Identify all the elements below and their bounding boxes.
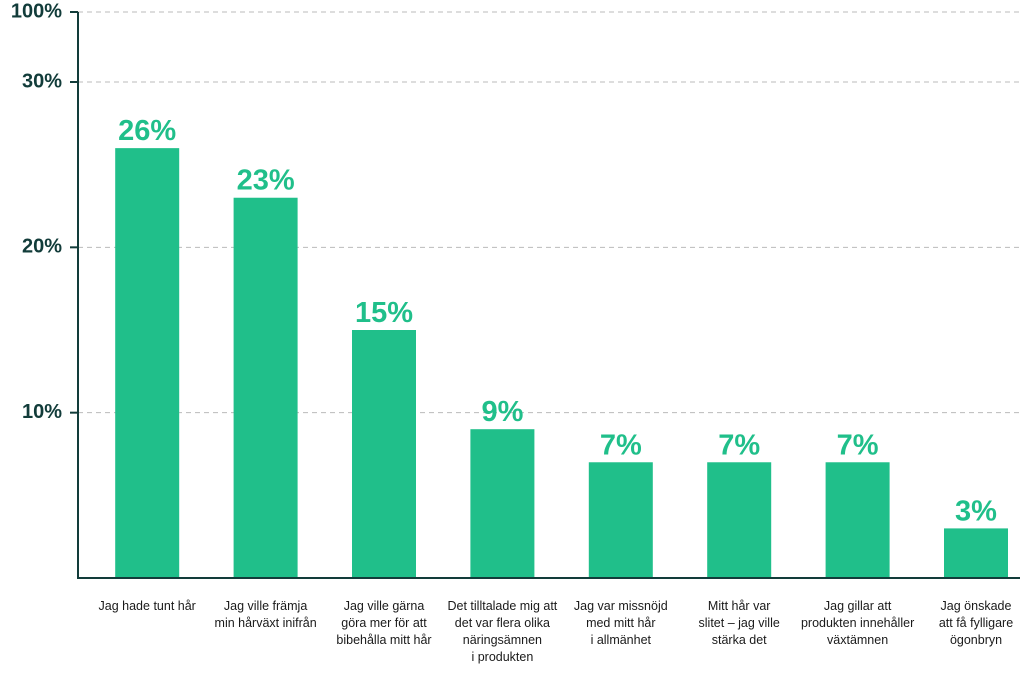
value-label: 9% — [481, 396, 523, 428]
bar — [825, 462, 890, 578]
bar — [707, 462, 772, 578]
value-label: 3% — [955, 495, 997, 527]
x-tick-label: Jag ville främja min hårväxt inifrån — [214, 599, 317, 630]
value-label: 26% — [118, 115, 176, 147]
y-tick-label: 10% — [22, 401, 62, 423]
value-label: 7% — [718, 429, 760, 461]
bar — [352, 330, 416, 578]
bar — [470, 429, 535, 578]
x-tick-label: Jag önskade att få fylligare ögonbryn — [938, 599, 1014, 647]
y-tick-label: 30% — [22, 70, 62, 92]
value-label: 7% — [837, 429, 879, 461]
value-label: 7% — [600, 429, 642, 461]
bar — [115, 148, 180, 578]
value-label: 23% — [237, 165, 295, 197]
bar — [944, 528, 1008, 578]
bar — [588, 462, 653, 578]
x-tick-label: Jag gillar att produkten innehåller växt… — [800, 599, 915, 647]
x-tick-label: Mitt hår var slitet – jag ville stärka d… — [698, 599, 780, 647]
x-tick-label: Jag ville gärna göra mer för att bibehål… — [336, 599, 432, 647]
y-tick-label: 100% — [11, 0, 62, 22]
x-tick-label: Jag hade tunt hår — [98, 599, 196, 613]
x-tick-label: Jag var missnöjd med mitt hår i allmänhe… — [573, 599, 668, 647]
value-label: 15% — [355, 297, 413, 329]
bar — [233, 197, 298, 578]
x-tick-label: Det tilltalade mig att det var flera oli… — [447, 599, 558, 664]
y-tick-label: 20% — [22, 236, 62, 258]
